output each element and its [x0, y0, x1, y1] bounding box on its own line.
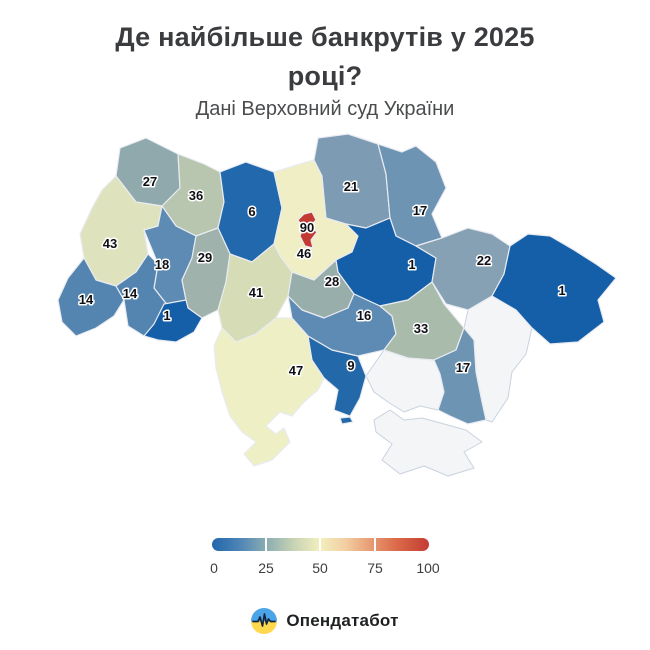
colorbar-tick-50 — [319, 538, 321, 551]
colorbar-label-100: 100 — [416, 560, 440, 576]
value-label-zaporizhzhia: 17 — [456, 360, 470, 375]
regions — [57, 133, 617, 467]
value-label-dnipropetrovsk: 33 — [414, 321, 428, 336]
value-label-kharkiv: 22 — [477, 253, 491, 268]
colorbar-tick-25 — [265, 538, 267, 551]
ukraine-choropleth-map: 27 36 6 46 21 17 43 18 29 41 28 1 22 1 1… — [57, 133, 617, 477]
colorbar-label-75: 75 — [367, 560, 383, 576]
page-title-line2: році? — [287, 61, 363, 91]
value-label-vinnytsia: 41 — [249, 285, 263, 300]
value-label-zakarpattia: 14 — [79, 292, 94, 307]
value-label-luhansk: 1 — [558, 283, 565, 298]
page-title-line1: Де найбільше банкрутів у 2025 — [115, 22, 535, 52]
brand-logo: Опендатабот — [0, 608, 650, 634]
value-label-odesa: 47 — [289, 363, 303, 378]
brand-name: Опендатабот — [286, 611, 399, 630]
value-label-sumy: 17 — [413, 203, 427, 218]
value-label-zhytomyr: 6 — [248, 204, 255, 219]
value-label-ternopil: 18 — [155, 257, 169, 272]
value-label-chernihiv: 21 — [344, 179, 358, 194]
region-chernivtsi — [143, 299, 203, 343]
colorbar — [212, 538, 429, 551]
page-title: Де найбільше банкрутів у 2025 році? — [0, 18, 650, 96]
value-label-chernivtsi: 1 — [163, 308, 170, 323]
page-subtitle: Дані Верховний суд України — [195, 98, 455, 120]
region-crimea — [373, 409, 483, 477]
value-label-kyiv-oblast: 46 — [297, 246, 311, 261]
region-zaporizhzhia — [433, 327, 487, 425]
region-odesa — [213, 317, 325, 467]
no-data-regions — [365, 295, 533, 477]
region-zakarpattia — [57, 257, 125, 337]
value-label-lviv: 43 — [103, 236, 117, 251]
value-label-rivne: 36 — [189, 188, 203, 203]
colorbar-label-0: 0 — [210, 560, 218, 576]
colorbar-label-25: 25 — [258, 560, 274, 576]
opendatabot-icon — [251, 608, 278, 634]
region-kyiv-city — [297, 211, 318, 249]
color-scale-legend: 0 25 50 75 100 — [210, 538, 440, 586]
region-mykolaiv-spit — [339, 416, 354, 425]
value-label-kyiv-city: 90 — [300, 220, 314, 235]
value-label-poltava: 1 — [408, 257, 415, 272]
value-label-volyn: 27 — [143, 174, 157, 189]
value-label-kirovohrad: 16 — [357, 308, 371, 323]
value-label-khmelnytskyi: 29 — [198, 250, 212, 265]
colorbar-label-50: 50 — [312, 560, 328, 576]
region-luhansk — [491, 233, 617, 345]
value-label-cherkasy: 28 — [325, 274, 339, 289]
value-label-mykolaiv: 9 — [347, 358, 354, 373]
pulse-icon — [252, 613, 277, 627]
value-label-ivano-frankivsk: 14 — [123, 286, 138, 301]
region-sumy — [377, 143, 447, 247]
colorbar-tick-75 — [374, 538, 376, 551]
region-labels: 27 36 6 46 21 17 43 18 29 41 28 1 22 1 1… — [77, 173, 567, 380]
